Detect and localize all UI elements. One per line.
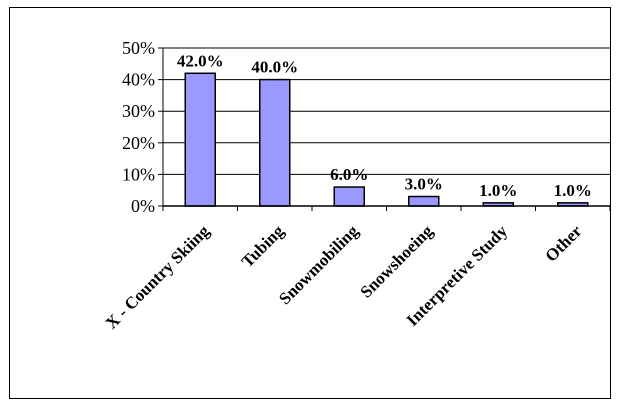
y-tick-label: 10%: [122, 164, 155, 184]
bar: [184, 72, 216, 207]
bar: [408, 195, 440, 207]
category-label: Other: [541, 221, 585, 265]
y-tick-label: 0%: [131, 196, 155, 216]
data-label: 6.0%: [330, 165, 368, 184]
bar: [333, 186, 365, 207]
data-label: 3.0%: [405, 175, 443, 194]
y-tick-label: 50%: [122, 38, 155, 58]
data-label: 40.0%: [251, 58, 298, 77]
category-label: Snowshoeing: [356, 221, 437, 302]
data-label: 1.0%: [554, 181, 592, 200]
category-label: Snowmobiling: [275, 221, 362, 308]
bar: [259, 78, 291, 207]
y-tick-label: 30%: [122, 101, 155, 121]
data-label: 1.0%: [479, 181, 517, 200]
y-tick-label: 40%: [122, 70, 155, 90]
category-label: X - Country Skiing: [102, 221, 214, 333]
data-label: 42.0%: [177, 51, 224, 70]
y-tick-label: 20%: [122, 133, 155, 153]
category-label: Tubing: [238, 221, 288, 271]
